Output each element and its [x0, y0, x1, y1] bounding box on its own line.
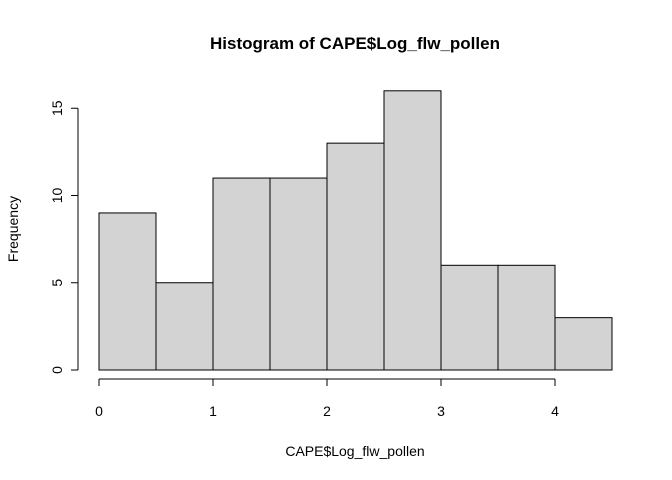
y-tick-label: 0: [49, 366, 65, 374]
y-tick-label: 10: [49, 188, 65, 204]
histogram-bar: [269, 177, 328, 371]
histogram-bar: [440, 264, 499, 371]
x-tick-label: 3: [437, 403, 445, 419]
x-tick-label: 1: [209, 403, 217, 419]
histogram-bar: [497, 264, 556, 371]
y-tick-label: 5: [49, 279, 65, 287]
x-axis-label: CAPE$Log_flw_pollen: [285, 443, 424, 459]
histogram-bar: [383, 90, 442, 371]
chart-title: Histogram of CAPE$Log_flw_pollen: [210, 34, 500, 53]
y-axis: 0 5 10 15: [49, 100, 79, 374]
bars-group: [98, 90, 613, 371]
x-axis: 0 1 2 3 4: [95, 378, 559, 419]
y-axis-label: Frequency: [5, 196, 21, 262]
histogram-bar: [212, 177, 271, 371]
x-tick-label: 4: [551, 403, 559, 419]
histogram-bar: [554, 317, 613, 371]
histogram-bar: [326, 142, 385, 371]
histogram-bar: [155, 282, 214, 371]
y-tick-label: 15: [49, 100, 65, 116]
x-tick-label: 0: [95, 403, 103, 419]
x-tick-label: 2: [323, 403, 331, 419]
histogram-bar: [98, 212, 157, 371]
